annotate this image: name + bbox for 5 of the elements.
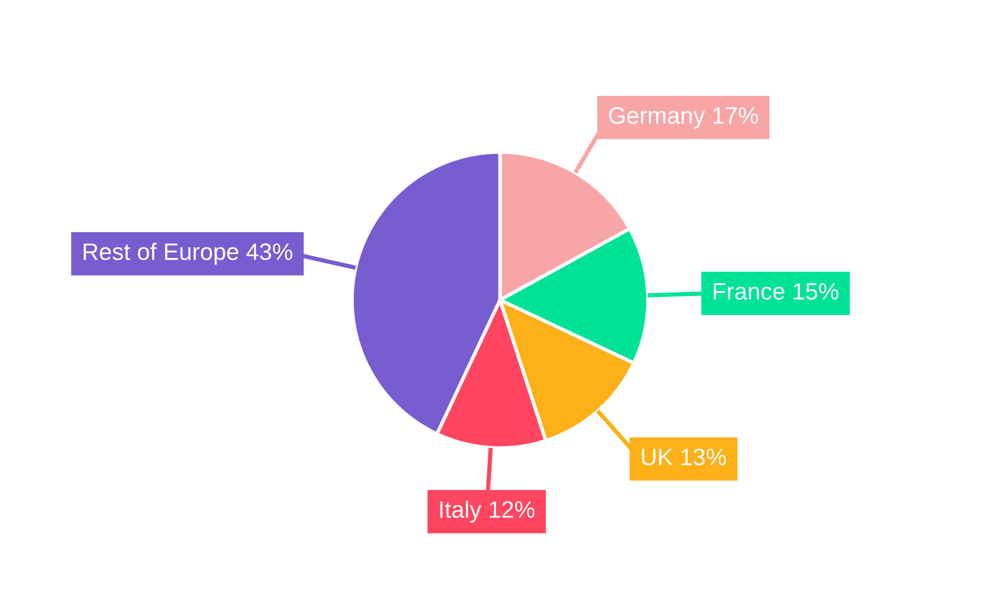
slice-label: UK 13% [642,448,726,466]
slice-label: Germany 17% [609,107,758,129]
slice-label: France 15% [714,283,838,300]
slice-label: Italy 12% [440,500,534,523]
slice-label: Rest of Europe 43% [84,242,292,265]
